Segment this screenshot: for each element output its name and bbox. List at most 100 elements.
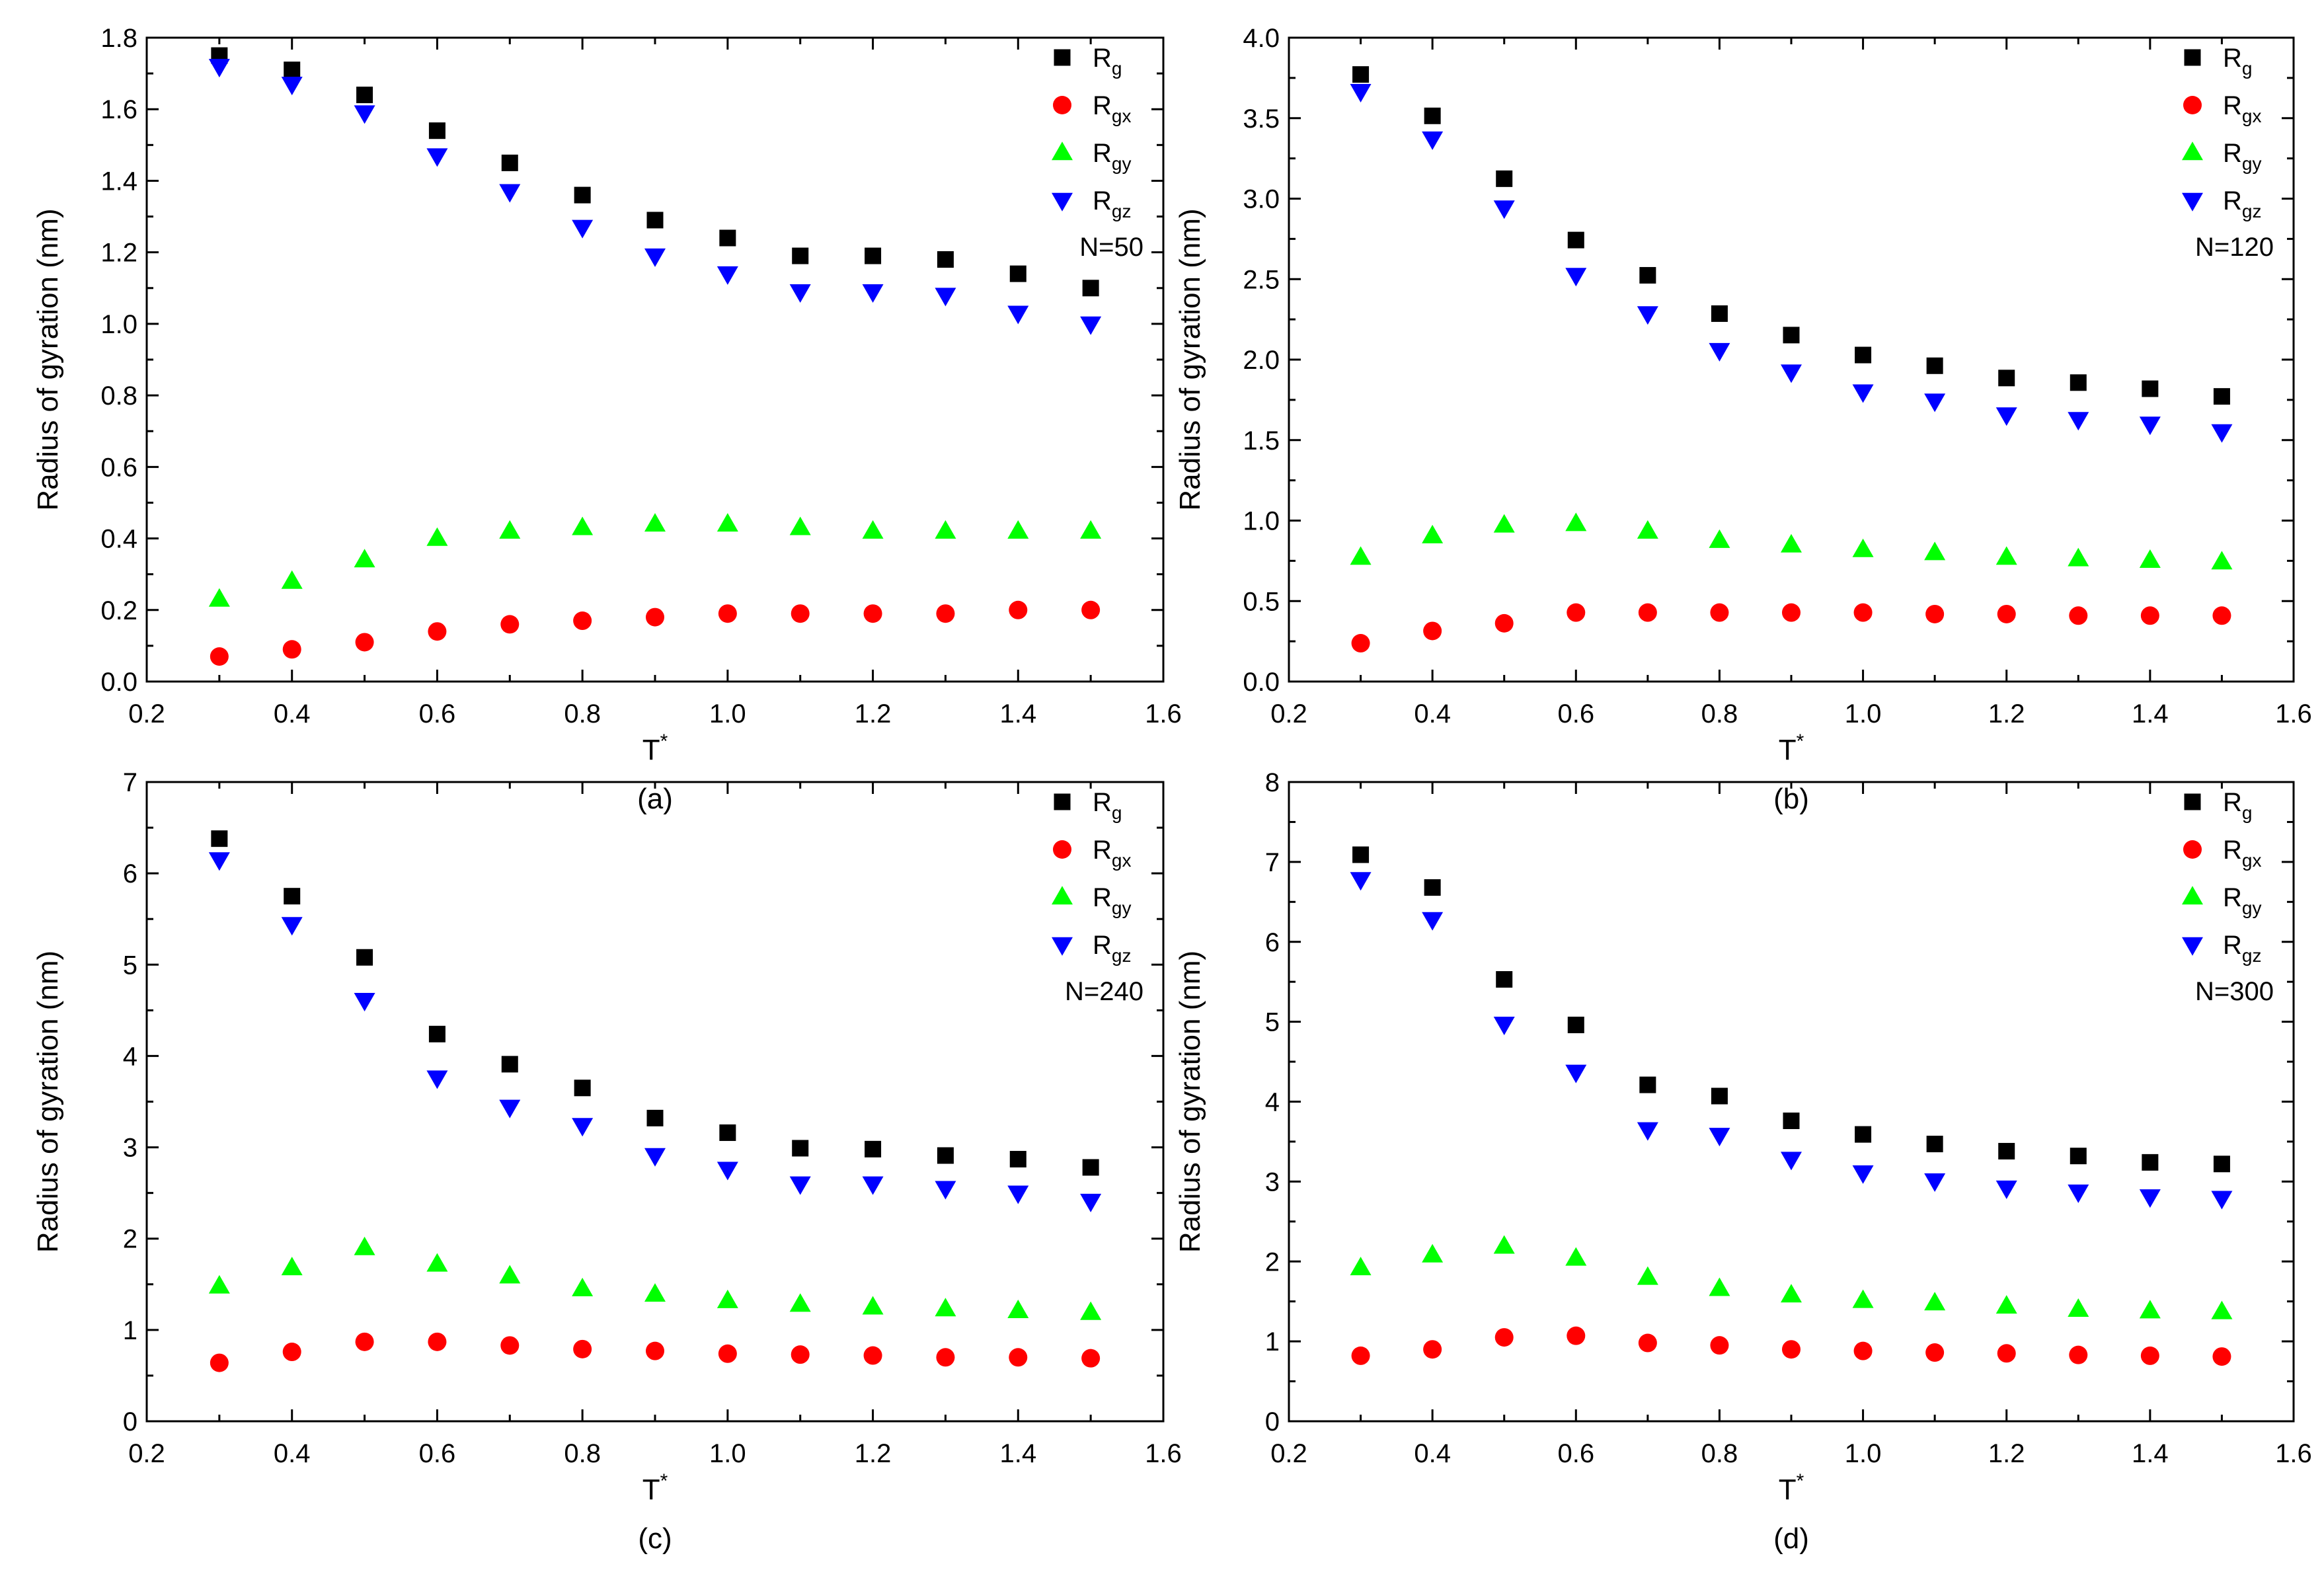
data-point-rgy [208,1275,230,1294]
x-tick-label: 1.2 [855,1439,892,1468]
data-point-rg [1009,265,1026,282]
x-tick-label: 1.6 [2275,1439,2312,1468]
data-point-rgy [2068,547,2089,567]
data-point-rgy [1637,1266,1658,1285]
data-point-rg [1496,971,1513,988]
data-point-rgy [499,1265,521,1284]
y-tick-label: 2.5 [1243,265,1280,294]
data-point-rg [2070,374,2087,391]
data-point-rgz [789,1176,811,1195]
data-point-rg [1567,1016,1584,1033]
data-point-rgy [1007,1300,1029,1319]
data-point-rgz [862,1176,884,1195]
data-point-rgz [717,1161,738,1181]
legend-marker-rgy [1052,141,1073,161]
data-point-rgy [499,520,521,539]
data-point-rgy [1080,1301,1102,1320]
y-tick-label: 3 [1265,1167,1280,1197]
y-tick-label: 4 [123,1042,137,1071]
data-point-rg [428,122,445,139]
data-point-rg [1009,1151,1026,1168]
data-point-rgz [1637,1122,1658,1141]
legend-marker-rg [2184,49,2201,66]
data-point-rgz [1995,407,2017,426]
data-point-rgz [572,1118,594,1137]
data-point-rg [937,1147,954,1164]
data-point-rgy [1852,1289,1874,1308]
data-point-rgx [1081,600,1101,619]
data-point-rgx [210,1353,229,1372]
data-point-rgy [1852,538,1874,557]
x-tick-label: 1.0 [709,699,746,728]
data-point-rg [1711,305,1728,322]
data-point-rg [211,830,228,847]
data-point-rg [1424,107,1441,124]
data-point-rgx [1423,621,1442,641]
data-point-rgy [935,1298,956,1317]
y-tick-label: 1.4 [100,167,137,196]
data-point-rg [1783,327,1800,344]
data-point-rgx [2140,606,2159,625]
data-point-rgy [1350,546,1372,565]
data-point-rgx [1567,1326,1586,1345]
y-tick-label: 8 [1265,768,1280,797]
data-point-rgy [426,1253,448,1272]
data-point-rgy [2139,549,2161,568]
y-tick-label: 0.6 [100,453,137,482]
data-point-rgx [2212,606,2231,625]
x-tick-label: 1.0 [1845,699,1882,728]
data-point-rg [1496,170,1513,187]
data-point-rgx [1710,1336,1729,1355]
legend-marker-rgy [2182,886,2203,905]
data-point-rgx [646,1341,664,1360]
legend-marker-rgx [1053,840,1071,859]
y-tick-label: 0.8 [100,381,137,411]
data-point-rgx [1925,604,1945,623]
data-point-rgx [1853,1341,1873,1360]
data-point-rgz [1493,1017,1515,1036]
data-point-rgy [789,1293,811,1312]
y-tick-label: 1.0 [100,310,137,339]
data-point-rg [2213,388,2230,405]
data-point-rgx [791,604,810,623]
data-point-rg [792,247,809,264]
data-point-rg [1424,879,1441,896]
x-axis-label: T* [1779,730,1804,766]
data-point-rgy [572,516,594,535]
data-point-rg [1783,1113,1800,1130]
data-point-rgx [646,608,664,627]
data-point-rgy [1637,520,1658,539]
data-point-rgz [2139,416,2161,436]
data-point-rgx [1638,1333,1657,1353]
data-point-rgy [1350,1257,1372,1276]
data-point-rgx [1638,603,1657,622]
data-point-rg [1082,280,1099,297]
legend-marker-rgz [1052,937,1073,956]
data-point-rgz [354,992,375,1011]
data-point-rgz [1852,384,1874,403]
data-point-rgy [1924,541,1946,561]
plot-frame [1288,781,2295,1423]
y-tick-label: 3 [123,1134,137,1163]
data-point-rgz [426,148,448,167]
data-point-rgz [1422,912,1444,931]
data-point-rgy [2211,1300,2233,1319]
data-point-rgz [1565,1064,1587,1083]
data-point-rgy [1924,1292,1946,1311]
x-tick-label: 0.4 [1414,1439,1451,1468]
data-point-rgz [208,59,230,78]
legend-marker-rgz [2182,192,2203,212]
data-point-rgx [1925,1343,1945,1362]
data-point-rgz [1007,1185,1029,1204]
data-point-rgx [718,604,737,623]
y-tick-label: 2 [123,1225,137,1254]
x-tick-label: 1.4 [999,1439,1036,1468]
data-point-rg [2142,380,2159,397]
x-tick-label: 1.0 [1845,1439,1882,1468]
data-point-rgy [281,1257,303,1276]
data-point-rgy [2139,1300,2161,1319]
data-point-rg [501,1056,518,1073]
legend-marker-rgx [2183,840,2202,859]
data-point-rg [2142,1154,2159,1171]
